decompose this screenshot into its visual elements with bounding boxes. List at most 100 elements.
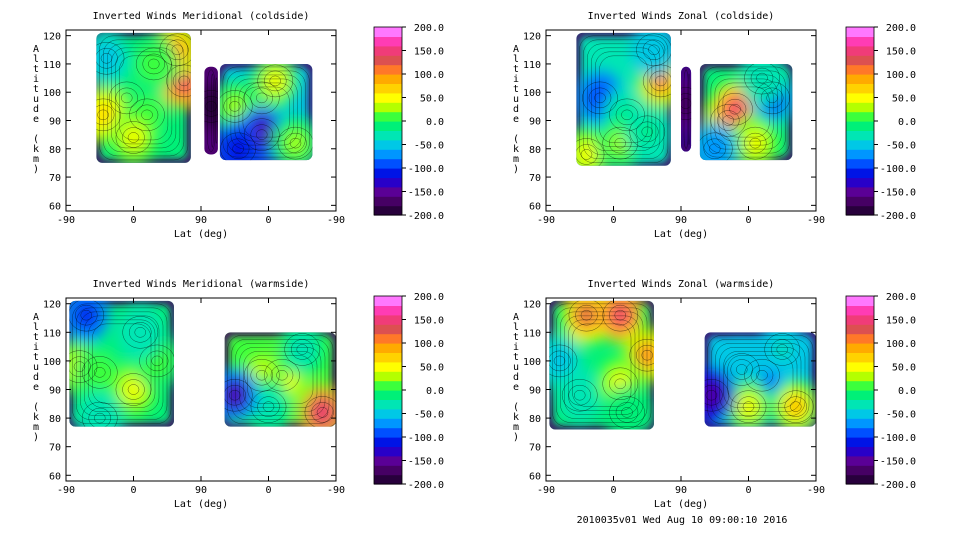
contour-field: [549, 300, 816, 430]
colorbar-swatch: [374, 196, 402, 207]
x-tick-label: 90: [195, 485, 207, 496]
colorbar-tick-label: 100.0: [414, 70, 444, 81]
colorbar-tick-label: -200.0: [408, 480, 444, 491]
colorbar-tick-label: -100.0: [408, 164, 444, 175]
colorbar-tick-label: -150.0: [880, 457, 916, 468]
colorbar-swatch: [846, 296, 874, 306]
y-tick-label: 60: [529, 471, 541, 482]
colorbar-swatch: [374, 111, 402, 122]
y-tick-label: 100: [523, 357, 541, 368]
x-tick-label: 90: [675, 485, 687, 496]
y-tick-label: 60: [529, 201, 541, 212]
colorbar-swatch: [846, 474, 874, 485]
chart-title: Inverted Winds Zonal (warmside): [588, 279, 775, 290]
colorbar-tick-label: -100.0: [408, 433, 444, 444]
svg-text:): ): [513, 164, 519, 175]
svg-text:(: (: [33, 134, 39, 145]
colorbar-swatch: [846, 314, 874, 325]
colorbar-swatch: [374, 36, 402, 47]
svg-text:t: t: [513, 352, 519, 363]
svg-text:A: A: [33, 44, 39, 55]
svg-text:k: k: [33, 144, 39, 155]
colorbar-swatch: [374, 390, 402, 400]
contour-region: [549, 300, 654, 430]
colorbar-swatch: [846, 74, 874, 84]
colorbar-tick-label: 150.0: [886, 47, 916, 58]
colorbar-swatch: [846, 371, 874, 382]
svg-text:A: A: [513, 312, 519, 323]
x-tick-label: -90: [807, 485, 825, 496]
colorbar-swatch: [846, 139, 874, 150]
colorbar-swatch: [846, 27, 874, 37]
svg-text:A: A: [513, 44, 519, 55]
x-tick-label: 0: [610, 215, 616, 226]
x-tick-label: 0: [745, 215, 751, 226]
chart-panel-3: Inverted Winds Meridional (warmside) -90 0…: [33, 279, 444, 510]
colorbar-swatch: [374, 408, 402, 419]
colorbar-swatch: [374, 186, 402, 197]
y-tick-label: 60: [49, 471, 61, 482]
y-tick-label: 70: [529, 443, 541, 454]
contour-region: [576, 32, 671, 166]
colorbar-swatch: [374, 380, 402, 391]
colorbar-swatch: [846, 352, 874, 363]
svg-text:d: d: [33, 372, 39, 383]
svg-text:m: m: [513, 422, 519, 433]
footer-timestamp: 2010035v01 Wed Aug 10 09:00:10 2016: [577, 515, 788, 526]
colorbar-swatch: [846, 399, 874, 410]
svg-text:d: d: [513, 372, 519, 383]
colorbar-swatch: [846, 324, 874, 335]
colorbar-swatch: [374, 158, 402, 169]
colorbar-swatch: [374, 399, 402, 410]
colorbar-tick-label: 200.0: [414, 23, 444, 34]
y-tick-label: 70: [49, 443, 61, 454]
colorbar: 200.0 150.0 100.0 50.0 0.0 -50.0 -100.0 -150.0 -…: [373, 23, 444, 222]
x-axis-label: Lat (deg): [654, 499, 708, 510]
colorbar-swatch: [846, 343, 874, 353]
x-tick-label: 0: [265, 215, 271, 226]
colorbar-swatch: [374, 305, 402, 316]
svg-text:u: u: [33, 94, 39, 105]
y-tick-label: 80: [529, 414, 541, 425]
x-axis-label: Lat (deg): [174, 229, 228, 240]
svg-text:i: i: [513, 74, 519, 85]
colorbar-swatch: [374, 418, 402, 429]
colorbar-swatch: [374, 352, 402, 363]
svg-text:A: A: [33, 312, 39, 323]
colorbar-swatch: [846, 92, 874, 103]
x-tick-label: 0: [745, 485, 751, 496]
svg-text:): ): [33, 164, 39, 175]
colorbar-tick-label: -150.0: [880, 188, 916, 199]
svg-text:m: m: [33, 154, 39, 165]
colorbar-swatch: [846, 333, 874, 344]
x-tick-label: 0: [610, 485, 616, 496]
svg-text:e: e: [513, 382, 519, 393]
y-tick-label: 100: [43, 88, 61, 99]
y-tick-label: 80: [49, 145, 61, 156]
colorbar-tick-label: 100.0: [414, 339, 444, 350]
svg-text:u: u: [33, 362, 39, 373]
colorbar-swatch: [374, 64, 402, 75]
colorbar-swatch: [374, 474, 402, 485]
contour-field: [576, 32, 793, 166]
svg-text:d: d: [513, 104, 519, 115]
x-tick-label: 90: [195, 215, 207, 226]
colorbar-tick-label: 100.0: [886, 70, 916, 81]
chart-panel-4: Inverted Winds Zonal (warmside) -90 0 90 0 -9…: [513, 279, 916, 510]
y-tick-label: 120: [43, 32, 61, 43]
chart-panel-1: Inverted Winds Meridional (coldside) -90 0…: [33, 11, 444, 240]
colorbar-swatch: [846, 380, 874, 391]
colorbar-swatch: [374, 168, 402, 178]
contour-region: [219, 63, 313, 161]
colorbar-tick-label: 200.0: [414, 292, 444, 303]
y-tick-label: 80: [529, 145, 541, 156]
x-tick-label: -90: [57, 485, 75, 496]
contour-field: [69, 300, 336, 427]
colorbar: 200.0 150.0 100.0 50.0 0.0 -50.0 -100.0 -150.0 -…: [373, 292, 444, 491]
svg-text:): ): [513, 432, 519, 443]
x-axis-label: Lat (deg): [654, 229, 708, 240]
chart-panel-2: Inverted Winds Zonal (coldside) -90 0 90 0 -9…: [513, 11, 916, 240]
